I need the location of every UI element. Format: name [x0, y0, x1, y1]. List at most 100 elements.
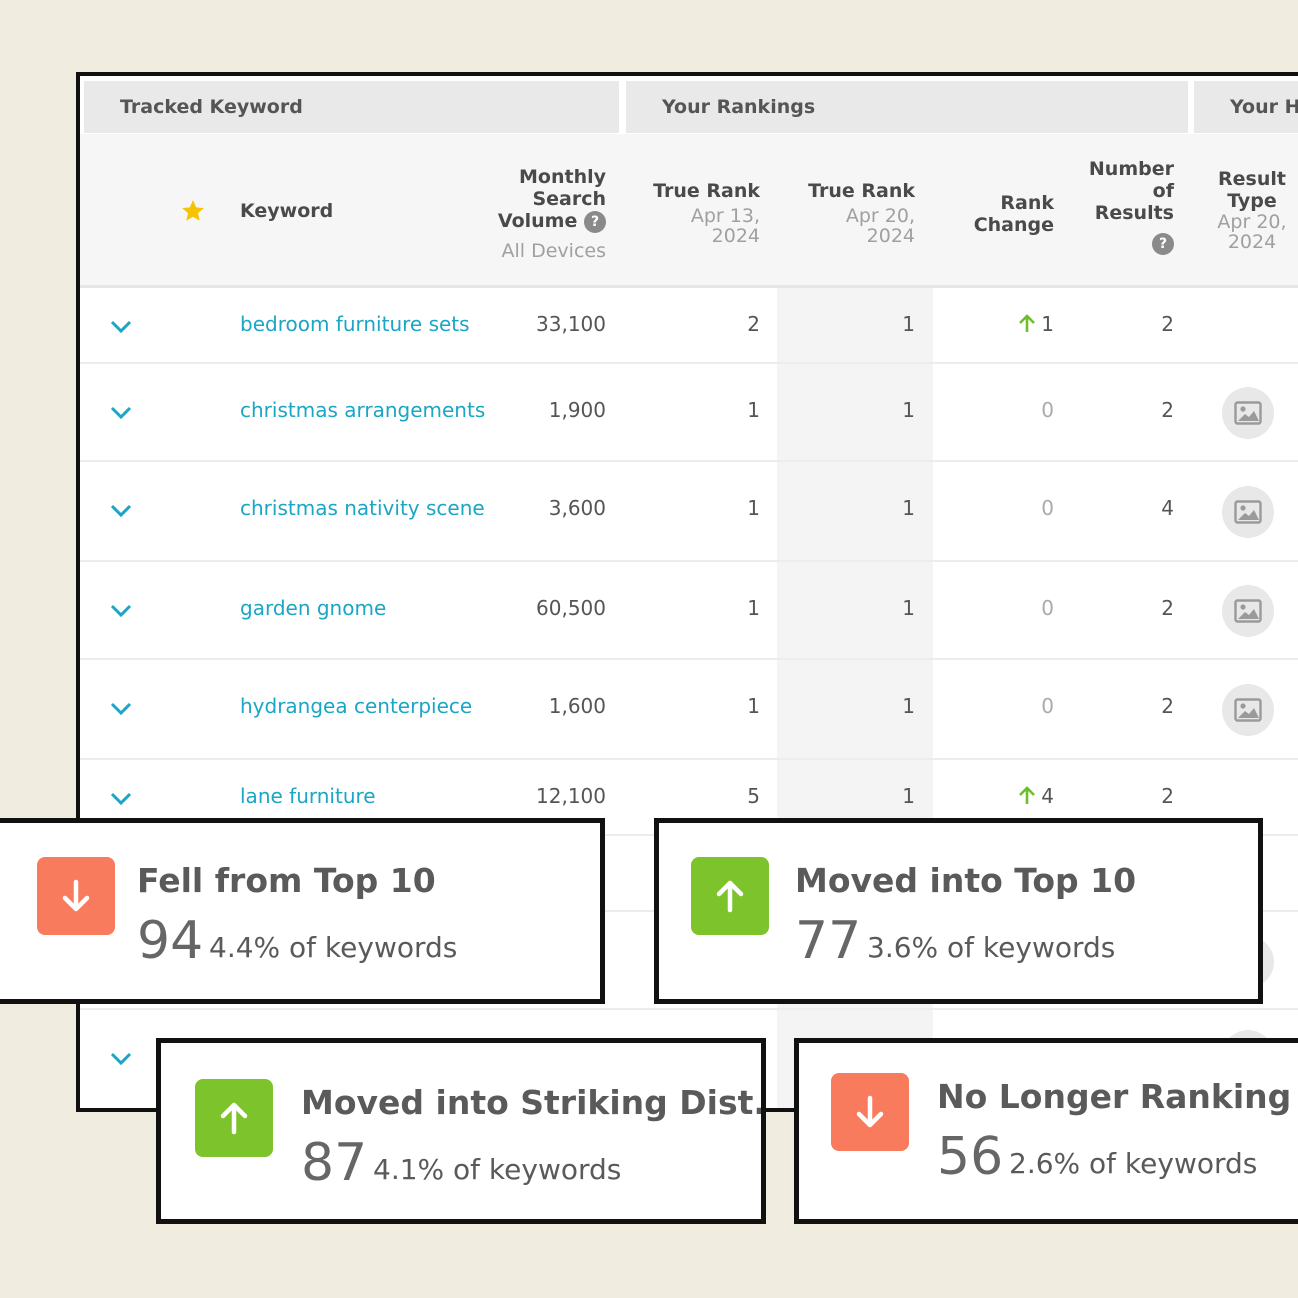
card-count: 56 — [937, 1127, 1004, 1187]
help-icon[interactable]: ? — [1152, 232, 1174, 255]
header-true-rank-apr20[interactable]: True Rank Apr 20, 2024 — [808, 180, 915, 247]
true-rank-apr13: 1 — [747, 596, 760, 620]
column-group-row: Tracked Keyword Your Rankings Your Hi — [80, 76, 1298, 134]
card-count: 77 — [795, 911, 862, 971]
true-rank-apr13: 1 — [747, 398, 760, 422]
header-keyword[interactable]: Keyword — [240, 200, 334, 222]
chevron-down-icon[interactable] — [108, 502, 134, 520]
card-percent: 4.4% of keywords — [209, 931, 458, 964]
card-count: 87 — [301, 1133, 368, 1193]
true-rank-apr20: 1 — [902, 398, 915, 422]
search-volume: 33,100 — [536, 312, 606, 336]
table-row[interactable]: christmas nativity scene 3,600 1 1 0 4 — [80, 462, 1298, 562]
stat-card-fell-from-top10[interactable]: Fell from Top 10 94 4.4% of keywords — [0, 818, 605, 1004]
search-volume: 1,900 — [548, 398, 606, 422]
table-row[interactable]: bedroom furniture sets 33,100 2 1 1 2 — [80, 288, 1298, 364]
rank-change: 1 — [950, 312, 1054, 336]
rank-change-value: 1 — [1041, 312, 1054, 336]
header-true-rank-apr13[interactable]: True Rank Apr 13, 2024 — [653, 180, 760, 247]
image-result-type-icon[interactable] — [1222, 684, 1274, 736]
group-header-tracked-keyword: Tracked Keyword — [84, 81, 619, 133]
image-result-type-icon[interactable] — [1222, 585, 1274, 637]
true-rank-apr13: 1 — [747, 694, 760, 718]
card-title: Fell from Top 10 — [137, 861, 436, 900]
chevron-down-icon[interactable] — [108, 1050, 134, 1068]
image-icon — [1234, 401, 1262, 425]
up-arrow-badge — [195, 1079, 273, 1157]
search-volume: 3,600 — [548, 496, 606, 520]
table-row[interactable]: garden gnome 60,500 1 1 0 2 — [80, 562, 1298, 660]
rank-change-value: 0 — [1041, 496, 1054, 520]
true-rank-apr20: 1 — [902, 784, 915, 808]
stat-card-moved-into-striking-distance[interactable]: Moved into Striking Dist... 87 4.1% of k… — [156, 1038, 766, 1224]
true-rank-apr20: 1 — [902, 496, 915, 520]
number-of-results: 2 — [1161, 694, 1174, 718]
arrow-down-icon — [62, 879, 90, 912]
arrow-up-icon — [1019, 314, 1036, 332]
card-count: 94 — [137, 911, 204, 971]
true-rank-apr20: 1 — [902, 312, 915, 336]
group-header-your-history: Your Hi — [1194, 81, 1298, 133]
rank-change-value: 4 — [1041, 784, 1054, 808]
true-rank-apr13: 2 — [747, 312, 760, 336]
image-icon — [1234, 599, 1262, 623]
number-of-results: 2 — [1161, 398, 1174, 422]
down-arrow-badge — [831, 1073, 909, 1151]
help-icon[interactable]: ? — [584, 210, 606, 233]
rank-change: 0 — [950, 694, 1054, 718]
stat-card-moved-into-top10[interactable]: Moved into Top 10 77 3.6% of keywords — [654, 818, 1263, 1004]
card-percent: 2.6% of keywords — [1009, 1147, 1258, 1180]
keyword-link[interactable]: bedroom furniture sets — [240, 312, 470, 336]
arrow-up-icon — [1019, 786, 1036, 804]
stat-card-no-longer-ranking[interactable]: No Longer Ranking 56 2.6% of keywords — [794, 1038, 1298, 1224]
search-volume: 60,500 — [536, 596, 606, 620]
image-icon — [1234, 500, 1262, 524]
card-percent: 3.6% of keywords — [867, 931, 1116, 964]
search-volume: 1,600 — [548, 694, 606, 718]
keyword-link[interactable]: lane furniture — [240, 784, 376, 808]
number-of-results: 2 — [1161, 596, 1174, 620]
image-icon — [1234, 698, 1262, 722]
card-percent: 4.1% of keywords — [373, 1153, 622, 1186]
number-of-results: 4 — [1161, 496, 1174, 520]
group-header-your-rankings: Your Rankings — [626, 81, 1188, 133]
arrow-up-icon — [220, 1102, 248, 1135]
number-of-results: 2 — [1161, 312, 1174, 336]
star-icon[interactable] — [180, 198, 206, 224]
arrow-down-icon — [856, 1095, 884, 1128]
keyword-link[interactable]: christmas arrangements — [240, 398, 486, 422]
image-result-type-icon[interactable] — [1222, 387, 1274, 439]
column-header-row: Keyword Monthly Search Volume ? All Devi… — [80, 134, 1298, 353]
table-row[interactable]: christmas arrangements 1,900 1 1 0 2 — [80, 364, 1298, 462]
header-number-of-results[interactable]: Number of Results ? — [1070, 158, 1174, 255]
true-rank-apr20: 1 — [902, 596, 915, 620]
header-monthly-search-volume[interactable]: Monthly Search Volume ? All Devices — [497, 166, 606, 262]
down-arrow-badge — [37, 857, 115, 935]
rank-change: 0 — [950, 596, 1054, 620]
arrow-up-icon — [716, 880, 744, 913]
rank-change: 0 — [950, 496, 1054, 520]
chevron-down-icon[interactable] — [108, 404, 134, 422]
true-rank-apr20: 1 — [902, 694, 915, 718]
table-row[interactable]: hydrangea centerpiece 1,600 1 1 0 2 — [80, 660, 1298, 760]
keyword-link[interactable]: hydrangea centerpiece — [240, 694, 473, 718]
header-rank-change[interactable]: Rank Change — [973, 192, 1054, 236]
chevron-down-icon[interactable] — [108, 602, 134, 620]
true-rank-apr13: 1 — [747, 496, 760, 520]
image-result-type-icon[interactable] — [1222, 486, 1274, 538]
card-title: Moved into Striking Dist... — [301, 1083, 766, 1122]
keyword-link[interactable]: garden gnome — [240, 596, 387, 620]
up-arrow-badge — [691, 857, 769, 935]
keyword-link[interactable]: christmas nativity scene — [240, 496, 485, 520]
header-result-type[interactable]: Result Type Apr 20, 2024 — [1217, 168, 1287, 253]
rank-change-value: 0 — [1041, 398, 1054, 422]
chevron-down-icon[interactable] — [108, 318, 134, 336]
search-volume: 12,100 — [536, 784, 606, 808]
rank-change-value: 0 — [1041, 694, 1054, 718]
number-of-results: 2 — [1161, 784, 1174, 808]
rank-change: 4 — [950, 784, 1054, 808]
chevron-down-icon[interactable] — [108, 790, 134, 808]
rank-change: 0 — [950, 398, 1054, 422]
card-title: No Longer Ranking — [937, 1077, 1292, 1116]
chevron-down-icon[interactable] — [108, 700, 134, 718]
